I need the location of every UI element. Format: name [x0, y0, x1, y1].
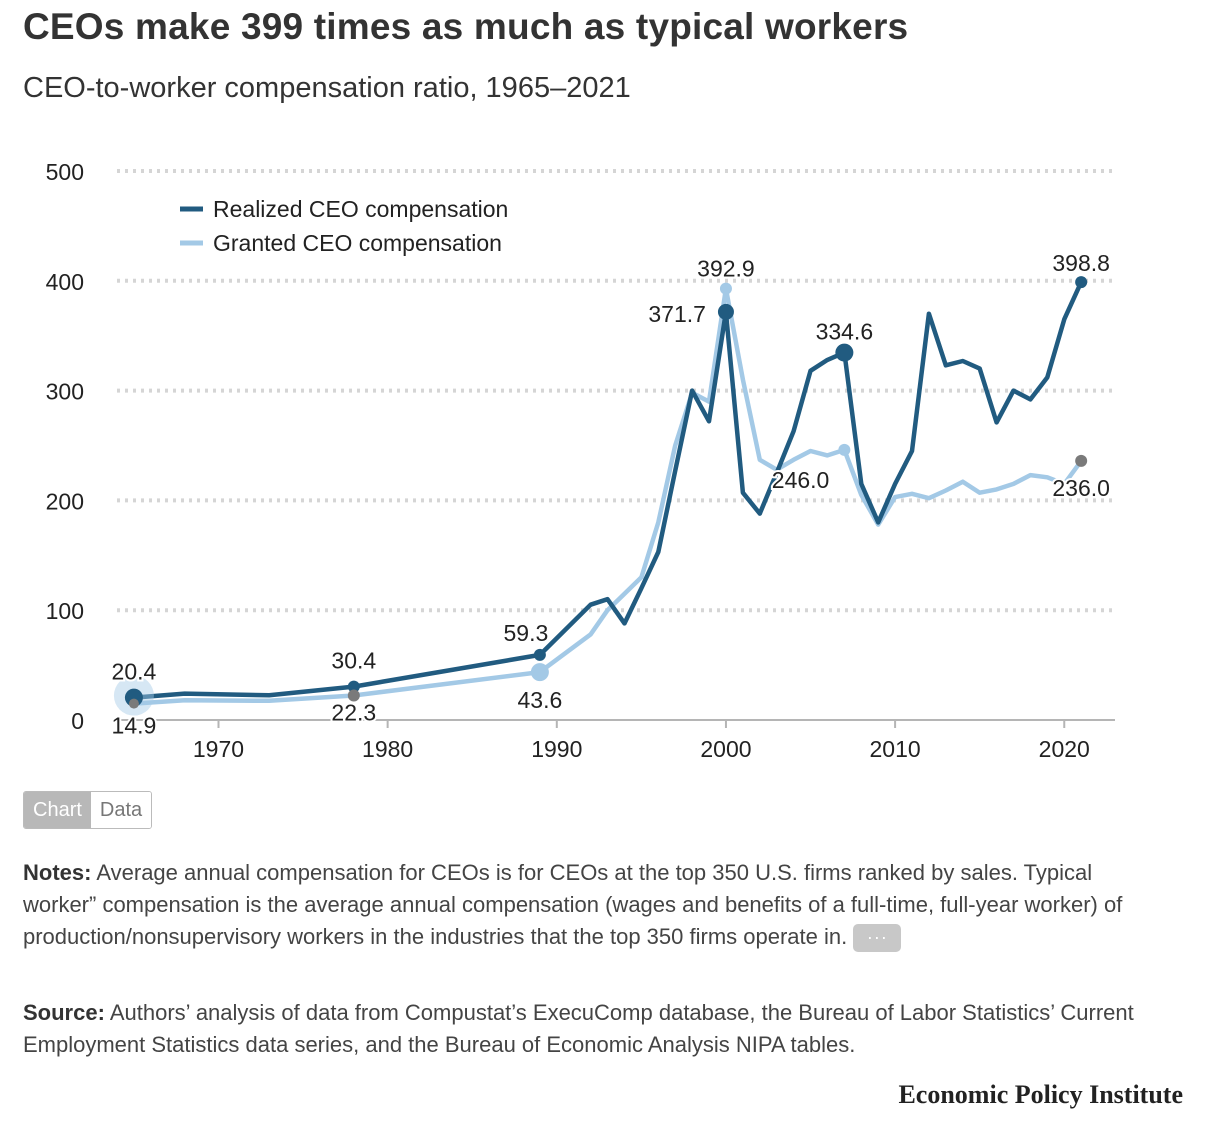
- data-label: 398.8: [1052, 250, 1110, 276]
- axes: 0 100 200 300 400 500 1970 1980 1990 2000 2010 2020: [46, 159, 1115, 762]
- notes: Notes: Average annual compensation for C…: [23, 857, 1153, 953]
- x-tick-label: 1970: [193, 736, 244, 762]
- chart-title: CEOs make 399 times as much as typical w…: [23, 6, 909, 47]
- y-tick-label: 200: [46, 488, 84, 514]
- legend: Realized CEO compensation Granted CEO com…: [180, 196, 508, 256]
- data-label: 334.6: [816, 319, 874, 345]
- data-labels: 20.4 14.9 30.4 22.3 59.3 43.6 371.7 392.9 334.6 2…: [110, 248, 1112, 741]
- source-text: Authors’ analysis of data from Compustat…: [23, 1000, 1134, 1057]
- chart-subtitle: CEO-to-worker compensation ratio, 1965–2…: [23, 72, 631, 104]
- y-tick-label: 0: [71, 708, 84, 734]
- data-label: 236.0: [1052, 475, 1110, 501]
- realized-series-line: [131, 279, 1084, 700]
- granted-marker: [1075, 454, 1088, 467]
- series-markers: [113, 276, 1088, 716]
- chart-data-toggle: Chart Data: [23, 791, 153, 829]
- data-label: 392.9: [697, 256, 755, 282]
- source-label: Source:: [23, 1000, 105, 1025]
- x-tick-label: 2000: [700, 736, 751, 762]
- granted-marker: [838, 443, 851, 456]
- realized-marker: [717, 303, 734, 320]
- source: Source: Authors’ analysis of data from C…: [23, 997, 1163, 1061]
- data-label: 14.9: [112, 713, 157, 739]
- y-tick-label: 300: [46, 379, 84, 405]
- legend-label: Realized CEO compensation: [213, 196, 508, 222]
- granted-marker: [530, 663, 549, 682]
- publisher-logo: Economic Policy Institute: [898, 1080, 1183, 1109]
- granted-marker: [719, 282, 732, 295]
- data-label: 59.3: [503, 620, 548, 646]
- data-label: 20.4: [112, 659, 157, 685]
- realized-marker: [1075, 276, 1088, 289]
- data-label: 371.7: [648, 301, 706, 327]
- x-tick-label: 2010: [870, 736, 921, 762]
- y-tick-label: 400: [46, 269, 84, 295]
- data-tab[interactable]: Data: [90, 792, 152, 828]
- data-label: 30.4: [331, 648, 376, 674]
- x-tick-label: 2020: [1039, 736, 1090, 762]
- data-label: 22.3: [331, 700, 376, 726]
- granted-marker: [347, 689, 360, 702]
- y-tick-label: 100: [46, 598, 84, 624]
- data-label: 246.0: [772, 467, 830, 493]
- realized-marker: [533, 648, 546, 661]
- expand-notes-button[interactable]: ···: [853, 924, 902, 953]
- legend-label: Granted CEO compensation: [213, 230, 502, 256]
- realized-marker: [347, 680, 360, 693]
- line-chart: 0 100 200 300 400 500 1970 1980 1990 2000 2010 2020…: [46, 159, 1115, 762]
- y-tick-label: 500: [46, 159, 84, 185]
- x-tick-label: 1980: [362, 736, 413, 762]
- realized-marker: [835, 343, 854, 362]
- chart-tab[interactable]: Chart: [24, 792, 91, 828]
- notes-label: Notes:: [23, 860, 92, 885]
- granted-series-line: [131, 286, 1084, 706]
- x-tick-label: 1990: [531, 736, 582, 762]
- notes-text: Average annual compensation for CEOs is …: [23, 860, 1123, 949]
- series-lines: [131, 279, 1084, 706]
- granted-marker: [128, 698, 139, 709]
- data-label: 43.6: [517, 687, 562, 713]
